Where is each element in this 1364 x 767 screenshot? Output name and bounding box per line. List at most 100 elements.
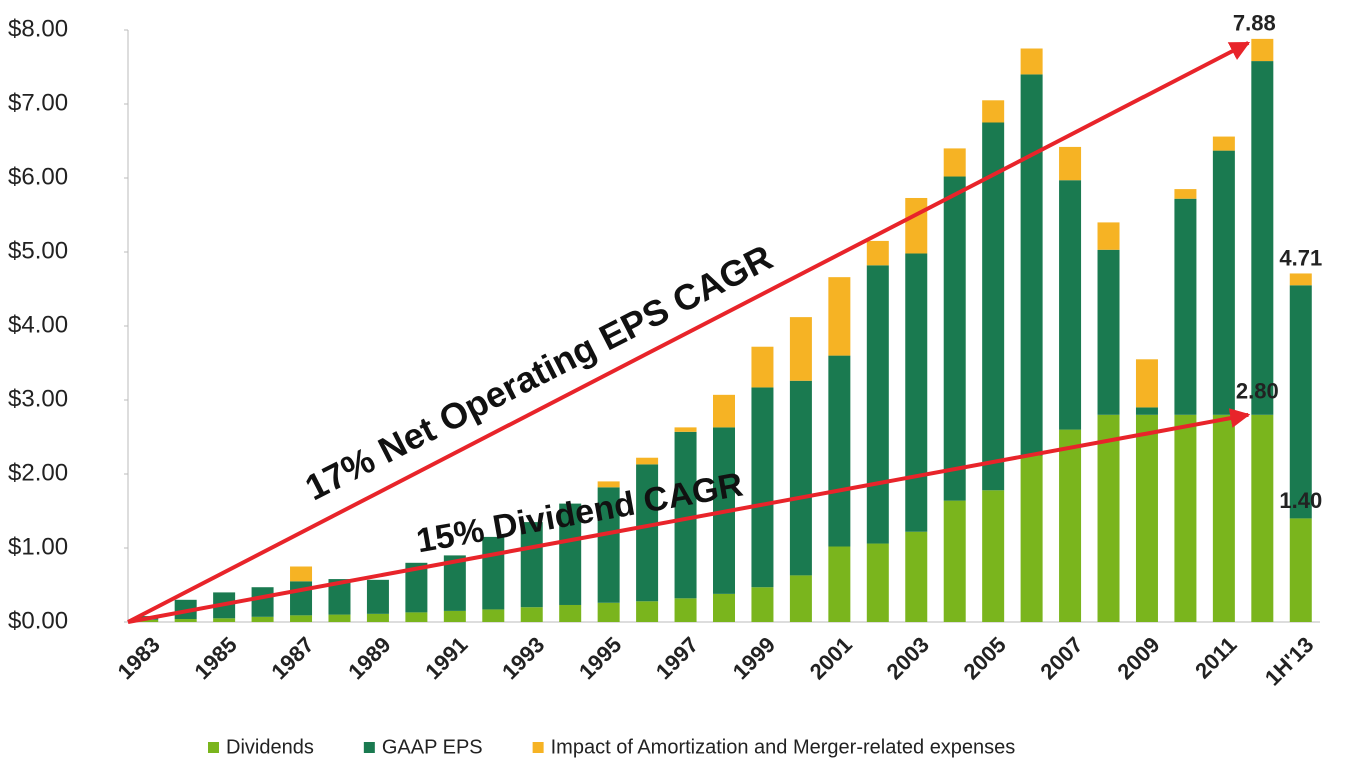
bar-segment <box>1135 359 1158 408</box>
x-tick-label: 2009 <box>1112 632 1164 684</box>
bar-segment <box>1212 136 1235 151</box>
bar-segment <box>1289 273 1312 286</box>
bar-segment <box>1059 429 1082 622</box>
bar-segment <box>1212 150 1235 415</box>
data-label: 4.71 <box>1279 245 1322 270</box>
bar-segment <box>366 579 389 614</box>
bar-segment <box>905 253 928 532</box>
bar-segment <box>1174 189 1197 199</box>
legend: Dividends GAAP EPS Impact of Amortization … <box>208 736 1015 758</box>
y-tick-label: $7.00 <box>8 89 68 116</box>
x-tick-label: 1993 <box>497 632 549 684</box>
bar-segment <box>943 500 966 622</box>
bar-segment <box>713 593 735 622</box>
arrow <box>127 41 1251 624</box>
bar-segment <box>597 602 620 622</box>
bar-segment <box>1251 38 1274 62</box>
y-tick-label: $2.00 <box>8 459 68 486</box>
bar-segment <box>751 387 774 588</box>
data-label: 7.88 <box>1233 11 1276 36</box>
bar-segment <box>982 122 1005 491</box>
data-label: 2.80 <box>1236 379 1279 404</box>
bar-segment <box>943 176 966 501</box>
arrow <box>127 408 1251 624</box>
bar-segment <box>251 587 274 617</box>
x-tick-label: 1H'13 <box>1260 632 1319 691</box>
legend-swatch <box>363 742 375 753</box>
bar-segment <box>251 616 274 622</box>
y-tick-label: $3.00 <box>8 385 68 412</box>
x-tick-label: 1999 <box>728 632 780 684</box>
bar-segment <box>597 481 620 488</box>
bar-segment <box>559 503 582 605</box>
bar-segment <box>482 609 505 622</box>
y-tick-label: $0.00 <box>8 607 68 634</box>
bar-segment <box>1059 180 1082 430</box>
x-tick-label: 1989 <box>343 632 395 684</box>
y-tick-label: $1.00 <box>8 533 68 560</box>
x-tick-label: 2007 <box>1035 632 1087 684</box>
bar-segment <box>828 355 851 547</box>
bar-segment <box>828 277 851 356</box>
bar-segment <box>213 618 236 622</box>
bar-segment <box>597 487 620 603</box>
bar-segment <box>789 575 812 622</box>
x-tick-label: 1995 <box>574 632 626 684</box>
x-tick-label: 2005 <box>959 632 1011 684</box>
bar-segment <box>1097 222 1120 250</box>
bar-segment <box>751 346 774 388</box>
bar-segment <box>443 555 466 611</box>
bar-segment <box>674 427 697 432</box>
bar-segment <box>636 601 659 622</box>
bar-segment <box>559 604 582 622</box>
bar-segment <box>982 100 1005 123</box>
y-tick-label: $6.00 <box>8 163 68 190</box>
y-tick-label: $5.00 <box>8 237 68 264</box>
bar-segment <box>982 490 1005 622</box>
x-tick-label: 1997 <box>651 632 703 684</box>
bar-segment <box>328 614 351 622</box>
bar-segment <box>405 612 428 622</box>
bar-segment <box>290 615 313 622</box>
bar-segment <box>636 464 659 602</box>
bar-segment <box>1020 455 1043 622</box>
x-tick-label: 1991 <box>420 632 472 684</box>
x-tick-label: 2001 <box>805 632 857 684</box>
bar-segment <box>636 457 659 465</box>
x-tick-label: 2011 <box>1190 632 1241 683</box>
bar-segment <box>1135 414 1158 622</box>
legend-swatch <box>532 742 544 753</box>
bar-segment <box>713 394 735 428</box>
bar-segment <box>789 317 812 381</box>
bar-segment <box>136 619 159 622</box>
bar-segment <box>1251 414 1274 622</box>
bar-segment <box>366 613 389 622</box>
bar-segment <box>1097 414 1120 622</box>
bar-segment <box>520 607 543 622</box>
bar-segment <box>443 610 466 622</box>
bar-segment <box>1097 249 1120 415</box>
bar-segment <box>1289 518 1312 622</box>
bar-segment <box>1174 198 1197 415</box>
bar-segment <box>828 546 851 622</box>
bar-segment <box>866 240 889 266</box>
bar-segment <box>1135 407 1158 415</box>
bar-segment <box>674 431 697 599</box>
bar-segment <box>866 543 889 622</box>
x-tick-label: 1983 <box>113 632 165 684</box>
bar-segment <box>674 598 697 622</box>
legend-label: Impact of Amortization and Merger-relate… <box>551 736 1016 758</box>
x-tick-label: 1987 <box>266 632 318 684</box>
bar-segment <box>905 197 928 254</box>
legend-swatch <box>208 742 219 753</box>
bar-segment <box>866 265 889 544</box>
x-tick-label: 1985 <box>189 632 241 684</box>
bar-segment <box>1289 285 1312 519</box>
bar-segment <box>1020 74 1043 456</box>
y-tick-label: $4.00 <box>8 311 68 338</box>
bar-segment <box>905 531 928 622</box>
bar-segment <box>1174 414 1197 622</box>
bar-segment <box>290 566 313 582</box>
bar-segment <box>174 619 197 622</box>
